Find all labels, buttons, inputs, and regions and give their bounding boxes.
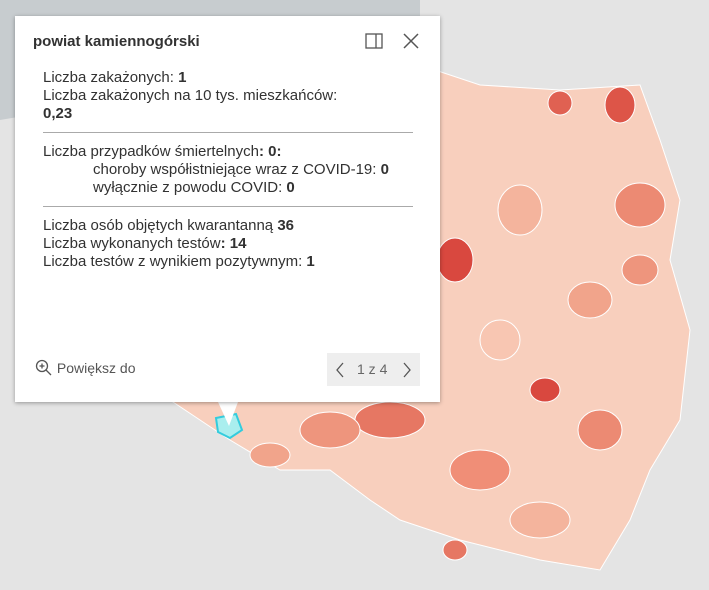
popup-controls	[365, 33, 419, 49]
dock-button[interactable]	[365, 33, 383, 49]
value: 1	[306, 253, 315, 270]
row: choroby współistniejące wraz z COVID-19:…	[43, 161, 413, 179]
next-button[interactable]	[402, 362, 412, 378]
row: Liczba przypadków śmiertelnych: 0:	[43, 143, 413, 161]
label: Liczba osób objętych kwarantanną	[43, 217, 274, 234]
value: 0,23	[43, 105, 73, 122]
pager-label: 1 z 4	[357, 361, 388, 377]
label: Liczba testów z wynikiem pozytywnym:	[43, 253, 303, 270]
district	[299, 411, 361, 449]
label: Liczba przypadków śmiertelnych	[43, 143, 259, 160]
label: Liczba wykonanych testów	[43, 235, 221, 252]
divider	[43, 132, 413, 133]
row: wyłącznie z powodu COVID: 0	[43, 179, 413, 197]
popup: powiat kamiennogórski Liczba zakażonych:…	[15, 16, 440, 402]
pager: 1 z 4	[327, 353, 420, 386]
label: Liczba zakażonych:	[43, 69, 174, 86]
district	[449, 449, 511, 491]
popup-title: powiat kamiennogórski	[33, 33, 200, 50]
zoom-icon	[35, 359, 52, 376]
district	[249, 442, 291, 468]
value: 0	[380, 161, 389, 178]
popup-pointer	[218, 402, 238, 426]
district	[604, 86, 636, 124]
row: Liczba wykonanych testów: 14	[43, 235, 413, 253]
value: : 0:	[258, 143, 282, 160]
row: Liczba zakażonych na 10 tys. mieszkańców…	[43, 87, 413, 123]
popup-body: Liczba zakażonych: 1 Liczba zakażonych n…	[43, 69, 413, 271]
district	[547, 90, 573, 116]
row: Liczba zakażonych: 1	[43, 69, 413, 87]
label: Liczba zakażonych na 10 tys. mieszkańców…	[43, 87, 338, 104]
zoom-to[interactable]: Powiększ do	[35, 359, 135, 377]
district	[621, 254, 659, 286]
prev-button[interactable]	[335, 362, 345, 378]
districts	[249, 86, 666, 561]
district	[529, 377, 561, 403]
district	[509, 501, 571, 539]
row: Liczba osób objętych kwarantanną 36	[43, 217, 413, 235]
value: : 14	[220, 235, 247, 252]
value: 0	[286, 179, 295, 196]
label: choroby współistniejące wraz z COVID-19:	[93, 161, 377, 178]
district	[442, 539, 468, 561]
district	[577, 409, 623, 451]
district	[614, 182, 666, 228]
value: 36	[277, 217, 295, 234]
district	[354, 401, 426, 439]
district	[436, 237, 474, 283]
zoom-label: Powiększ do	[56, 360, 136, 376]
district	[497, 184, 543, 236]
divider	[43, 206, 413, 207]
district	[479, 319, 521, 361]
close-button[interactable]	[403, 33, 419, 49]
value: 1	[178, 69, 187, 86]
label: wyłącznie z powodu COVID:	[93, 179, 283, 196]
district	[567, 281, 613, 319]
row: Liczba testów z wynikiem pozytywnym: 1	[43, 253, 413, 271]
